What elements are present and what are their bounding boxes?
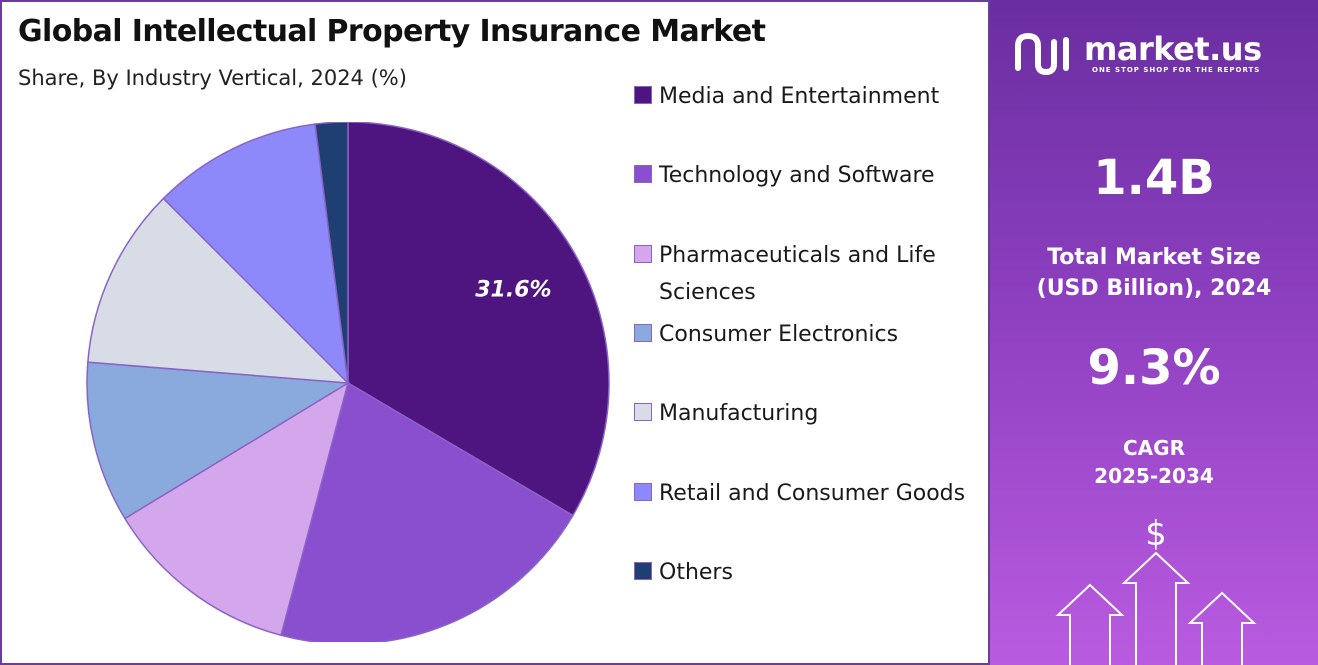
legend-label: Pharmaceuticals and Life Sciences (659, 243, 936, 305)
summary-sidebar: market.us ONE STOP SHOP FOR THE REPORTS … (990, 0, 1318, 665)
legend-swatch (634, 245, 652, 263)
legend-label: Media and Entertainment (659, 84, 940, 109)
legend-swatch (634, 324, 652, 342)
growth-arrows-icon: $ (1055, 514, 1257, 665)
brand-logo: market.us ONE STOP SHOP FOR THE REPORTS (1012, 28, 1302, 78)
dollar-icon: $ (1145, 514, 1167, 554)
pie-slice (123, 381, 350, 637)
chart-title: Global Intellectual Property Insurance M… (18, 14, 766, 49)
legend-label: Technology and Software (659, 163, 935, 188)
chart-subtitle: Share, By Industry Vertical, 2024 (%) (18, 66, 407, 90)
market-size-label-line2: (USD Billion), 2024 (1036, 276, 1272, 301)
legend-swatch (634, 86, 652, 104)
legend-swatch (634, 165, 652, 183)
legend-label: Others (659, 560, 733, 585)
pie-slice (162, 123, 350, 386)
market-size-label-line1: Total Market Size (1047, 245, 1261, 270)
pie-slice (86, 361, 351, 520)
legend-swatch (634, 483, 652, 501)
legend-label: Manufacturing (659, 401, 819, 426)
legend-label: Consumer Electronics (659, 322, 899, 347)
cagr-label-line2: 2025-2034 (1094, 464, 1214, 488)
brand-tagline: ONE STOP SHOP FOR THE REPORTS (1092, 66, 1261, 74)
market-size-value: 1.4B (1093, 150, 1215, 206)
cagr-label-line1: CAGR (1123, 436, 1185, 460)
chart-panel: Global Intellectual Property Insurance M… (0, 0, 990, 665)
pie-slice (314, 122, 349, 384)
legend-swatch (634, 403, 652, 421)
pie-slice (87, 197, 350, 384)
pie-data-label: 31.6% (475, 277, 551, 302)
market-us-logo-icon (1015, 32, 1069, 76)
legend-swatch (634, 562, 652, 580)
legend-label: Retail and Consumer Goods (659, 481, 966, 506)
cagr-value: 9.3% (1087, 340, 1221, 396)
pie-slice (347, 122, 610, 517)
pie-slice (280, 381, 574, 642)
pie-chart: 31.6% (86, 122, 610, 642)
brand-name: market.us (1084, 30, 1262, 68)
